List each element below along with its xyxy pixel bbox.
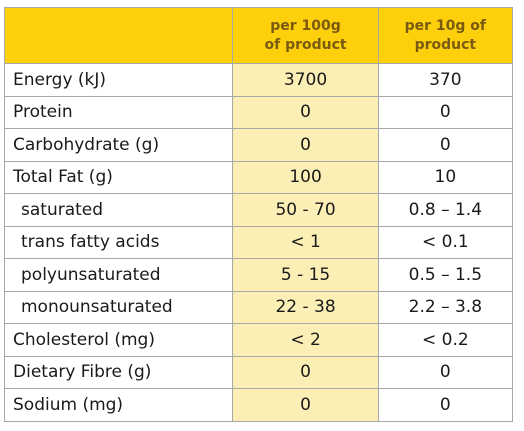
nutrient-label: Cholesterol (mg) — [3, 323, 234, 357]
table-row: Cholesterol (mg) < 2 < 0.2 — [3, 323, 514, 357]
per-10g-value: 0.5 – 1.5 — [377, 258, 514, 292]
table-row: Protein 0 0 — [3, 95, 514, 129]
nutrient-label: Protein — [3, 95, 234, 129]
nutrient-label: Energy (kJ) — [3, 63, 234, 97]
nutrient-sub-label: polyunsaturated — [3, 258, 234, 292]
table-row: trans fatty acids < 1 < 0.1 — [3, 225, 514, 259]
nutrient-label: Total Fat (g) — [3, 160, 234, 194]
header-row: per 100g of product per 10g of product — [3, 7, 514, 64]
table-body: Energy (kJ) 3700 370 Protein 0 0 Carbohy… — [3, 63, 514, 422]
per-10g-value: < 0.2 — [377, 323, 514, 357]
table-row: Energy (kJ) 3700 370 — [3, 63, 514, 97]
per-100g-value: 0 — [232, 388, 379, 422]
header-per-10g: per 10g of product — [377, 7, 514, 64]
table-row: Carbohydrate (g) 0 0 — [3, 128, 514, 162]
per-10g-value: 2.2 – 3.8 — [377, 290, 514, 324]
nutrient-label: Dietary Fibre (g) — [3, 355, 234, 389]
per-10g-value: 0 — [377, 355, 514, 389]
table-row: Total Fat (g) 100 10 — [3, 160, 514, 194]
nutrient-label: Sodium (mg) — [3, 388, 234, 422]
header-per-10g-line1: per 10g of — [404, 17, 487, 34]
header-per-100g-line1: per 100g — [270, 17, 341, 34]
nutrient-sub-label: trans fatty acids — [3, 225, 234, 259]
per-10g-value: 0 — [377, 95, 514, 129]
per-10g-value: 10 — [377, 160, 514, 194]
per-10g-value: 0.8 – 1.4 — [377, 193, 514, 227]
header-per-10g-line2: product — [414, 36, 477, 53]
table-row: polyunsaturated 5 - 15 0.5 – 1.5 — [3, 258, 514, 292]
per-100g-value: 22 - 38 — [232, 290, 379, 324]
nutrient-sub-label: saturated — [3, 193, 234, 227]
table-row: monounsaturated 22 - 38 2.2 – 3.8 — [3, 290, 514, 324]
table-header: per 100g of product per 10g of product — [3, 7, 514, 64]
header-corner-cell — [3, 7, 234, 64]
nutrition-table: per 100g of product per 10g of product E… — [3, 7, 514, 422]
nutrient-sub-label: monounsaturated — [3, 290, 234, 324]
header-per-100g: per 100g of product — [232, 7, 379, 64]
per-100g-value: 0 — [232, 355, 379, 389]
nutrient-label: Carbohydrate (g) — [3, 128, 234, 162]
per-100g-value: < 1 — [232, 225, 379, 259]
per-100g-value: 3700 — [232, 63, 379, 97]
per-100g-value: 0 — [232, 128, 379, 162]
per-10g-value: < 0.1 — [377, 225, 514, 259]
table-row: Sodium (mg) 0 0 — [3, 388, 514, 422]
table-row: Dietary Fibre (g) 0 0 — [3, 355, 514, 389]
per-10g-value: 0 — [377, 388, 514, 422]
per-10g-value: 0 — [377, 128, 514, 162]
per-100g-value: < 2 — [232, 323, 379, 357]
per-10g-value: 370 — [377, 63, 514, 97]
header-per-100g-line2: of product — [264, 36, 347, 53]
per-100g-value: 0 — [232, 95, 379, 129]
per-100g-value: 100 — [232, 160, 379, 194]
per-100g-value: 50 - 70 — [232, 193, 379, 227]
table-row: saturated 50 - 70 0.8 – 1.4 — [3, 193, 514, 227]
per-100g-value: 5 - 15 — [232, 258, 379, 292]
